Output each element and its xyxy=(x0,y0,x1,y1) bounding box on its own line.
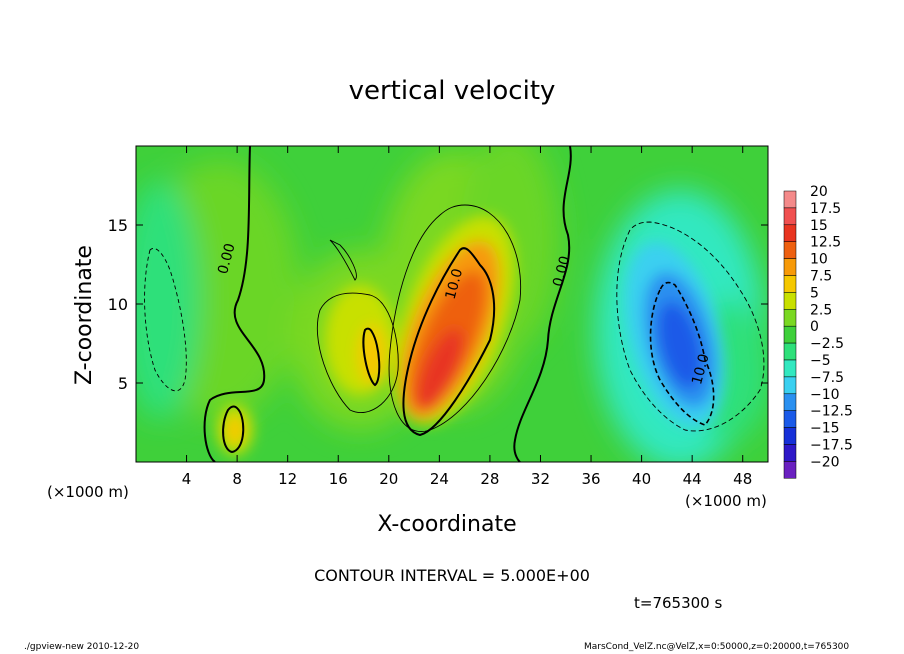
colorbar-label: 7.5 xyxy=(810,269,832,285)
colorbar-swatch xyxy=(783,224,797,242)
contour-label: 10.0 xyxy=(689,352,713,386)
x-tick-label: 48 xyxy=(733,470,752,488)
colorbar: 2017.51512.5107.552.50−2.5−5−7.5−10−12.5… xyxy=(783,184,853,479)
colorbar-swatch xyxy=(783,410,797,428)
colorbar-label: −15 xyxy=(810,421,840,437)
colorbar-swatch xyxy=(783,190,797,209)
colorbar-swatch xyxy=(783,275,797,293)
x-axis-ticks: 4 8 12 16 20 24 28 32 36 40 44 48 xyxy=(182,146,752,488)
x-axis-unit-left: (×1000 m) xyxy=(47,483,129,501)
colorbar-swatch xyxy=(783,292,797,310)
colorbar-swatch xyxy=(783,359,797,378)
colorbar-label: 20 xyxy=(810,184,828,200)
colorbar-label: −5 xyxy=(810,353,831,369)
x-tick-label: 40 xyxy=(632,470,651,488)
colorbar-label: −2.5 xyxy=(810,336,844,352)
x-tick-label: 16 xyxy=(329,470,348,488)
x-tick-label: 8 xyxy=(232,470,242,488)
colorbar-swatch xyxy=(783,444,797,462)
x-axis-unit-right: (×1000 m) xyxy=(685,492,767,510)
colorbar-label: −17.5 xyxy=(810,438,853,454)
y-axis-label: Z-coordinate xyxy=(72,245,97,385)
colorbar-label: 17.5 xyxy=(810,201,841,217)
x-tick-label: 36 xyxy=(581,470,600,488)
colorbar-label: 10 xyxy=(810,252,828,268)
x-tick-label: 24 xyxy=(430,470,449,488)
x-tick-label: 12 xyxy=(278,470,297,488)
colorbar-label: 5 xyxy=(810,285,819,301)
x-tick-label: 4 xyxy=(182,470,192,488)
x-tick-label: 44 xyxy=(683,470,702,488)
colorbar-label: −7.5 xyxy=(810,370,844,386)
heatmap-field xyxy=(136,146,768,462)
colorbar-swatch xyxy=(783,461,797,479)
contour-label: 0.00 xyxy=(215,242,239,276)
colorbar-swatch xyxy=(783,258,797,276)
colorbar-swatch xyxy=(783,241,797,259)
colorbar-label: −10 xyxy=(810,387,840,403)
colorbar-swatch xyxy=(783,427,797,445)
footer-right: MarsCond_VelZ.nc@VelZ,x=0:50000,z=0:2000… xyxy=(584,642,850,652)
colorbar-swatch xyxy=(783,309,797,327)
contour-interval-wrap: CONTOUR INTERVAL = 5.000E+00 xyxy=(0,566,904,585)
contour-label: 0.00 xyxy=(550,254,574,288)
colorbar-label: 15 xyxy=(810,218,828,234)
x-axis-label-wrap: X-coordinate xyxy=(0,512,904,537)
y-tick-label: 15 xyxy=(108,216,128,235)
contour-labels: 0.00 10.0 0.00 10.0 xyxy=(215,242,713,387)
colorbar-label: 2.5 xyxy=(810,302,832,318)
contour-interval: CONTOUR INTERVAL = 5.000E+00 xyxy=(314,566,590,585)
colorbar-swatch xyxy=(783,342,797,361)
colorbar-label: 12.5 xyxy=(810,235,841,251)
x-tick-label: 20 xyxy=(379,470,398,488)
colorbar-label: 0 xyxy=(810,319,819,335)
colorbar-swatch xyxy=(783,325,797,344)
chart-title: vertical velocity xyxy=(348,76,556,106)
x-axis-label: X-coordinate xyxy=(377,512,517,537)
x-tick-label: 28 xyxy=(480,470,499,488)
y-tick-label: 5 xyxy=(118,374,128,393)
colorbar-label: −20 xyxy=(810,454,840,470)
colorbar-swatch xyxy=(783,393,797,411)
y-tick-label: 10 xyxy=(108,295,128,314)
colorbar-label: −12.5 xyxy=(810,404,853,420)
footer-left: ./gpview-new 2010-12-20 xyxy=(24,642,140,652)
x-tick-label: 32 xyxy=(531,470,550,488)
colorbar-swatch xyxy=(783,376,797,395)
colorbar-swatch xyxy=(783,207,797,226)
time-stamp: t=765300 s xyxy=(634,594,723,612)
contour-label: 10.0 xyxy=(443,267,467,301)
y-axis-ticks: 5 10 15 xyxy=(108,216,768,393)
